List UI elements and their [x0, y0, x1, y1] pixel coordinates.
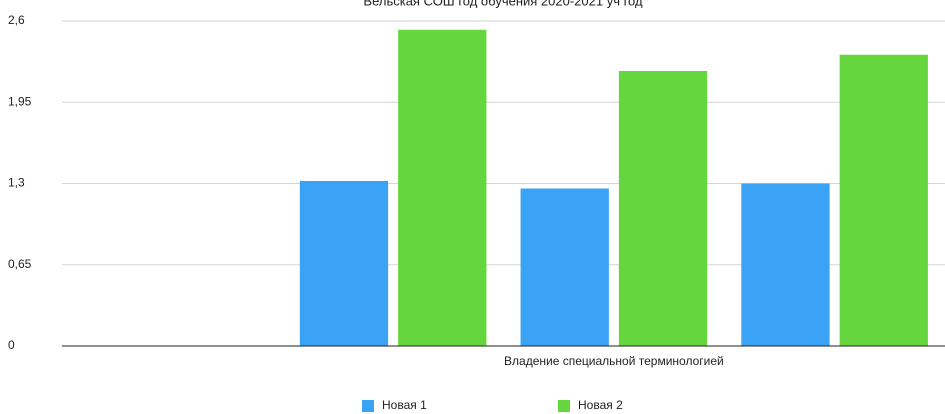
bar	[299, 181, 389, 346]
chart-title: Вельская СОШ год обучения 2020-2021 уч г…	[363, 0, 643, 8]
legend-label: Новая 1	[382, 398, 427, 412]
y-tick-label: 2,6	[8, 13, 25, 27]
bar	[839, 54, 928, 346]
y-tick-label: 1,3	[8, 176, 25, 190]
bar	[618, 71, 708, 346]
legend-label: Новая 2	[578, 398, 623, 412]
bar	[741, 183, 830, 346]
bar	[398, 29, 487, 346]
legend-swatch	[362, 400, 374, 412]
x-tick-label: Владение специальной терминологией	[504, 354, 724, 368]
y-tick-label: 0,65	[8, 257, 32, 271]
legend-swatch	[558, 400, 570, 412]
y-tick-label: 1,95	[8, 94, 32, 108]
y-tick-label: 0	[8, 338, 15, 352]
bar	[520, 188, 609, 346]
